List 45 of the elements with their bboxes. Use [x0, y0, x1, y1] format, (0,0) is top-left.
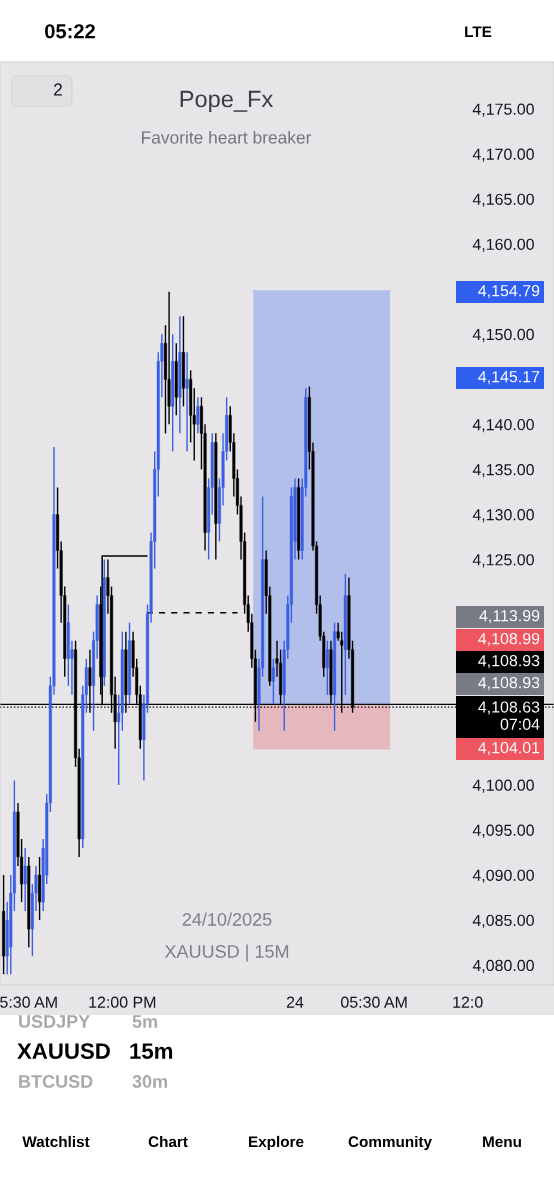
text: 15m	[130, 1043, 173, 1059]
annotation: 4,154.79	[478, 284, 540, 299]
annotation: 4,108.99	[478, 632, 540, 647]
annotation: 4,145.17	[478, 371, 540, 385]
text: Chart	[148, 1135, 188, 1148]
y-tick-label: 4,085.00	[472, 914, 534, 928]
text: 30m	[132, 1075, 168, 1088]
ref-line-label: 4,108.93	[478, 654, 540, 669]
annotation: 24/10/2025	[182, 912, 272, 926]
text: Favorite heart breaker	[142, 130, 312, 144]
y-tick-label: 4,170.00	[472, 148, 534, 162]
x-tick-label: 24	[286, 996, 304, 1008]
annotation: 4,104.01	[478, 741, 540, 756]
y-tick-label: 4,140.00	[472, 418, 534, 433]
text: XAUUSD	[17, 1043, 110, 1059]
text: Explore	[249, 1135, 304, 1151]
y-tick-label: 4,175.00	[472, 103, 534, 117]
ref-line-label: 4,108.63 07:04	[478, 701, 540, 730]
text: Community	[348, 1135, 432, 1151]
text: BTCUSD	[19, 1075, 93, 1088]
annotation: XAUUSD | 15M	[164, 944, 289, 962]
y-tick-label: 4,160.00	[472, 238, 534, 252]
x-tick-label: 12:00 PM	[89, 996, 156, 1008]
y-tick-label: 4,130.00	[472, 509, 534, 523]
y-tick-label: 4,080.00	[472, 959, 534, 973]
y-tick-label: 4,090.00	[472, 869, 534, 883]
annotation: 2	[54, 83, 62, 96]
text: Menu	[483, 1136, 521, 1148]
text: 5m	[132, 1015, 157, 1028]
x-tick-label: 5:30 AM	[0, 996, 57, 1008]
x-tick-label: 12:0	[453, 996, 483, 1008]
text: USDJPY	[19, 1015, 90, 1028]
x-tick-label: 05:30 AM	[341, 996, 407, 1008]
text: Pope_Fx	[180, 90, 273, 112]
annotation: 4,113.99	[479, 609, 540, 624]
y-tick-label: 4,095.00	[472, 824, 534, 838]
text: 05:22	[45, 24, 95, 39]
y-tick-label: 4,135.00	[472, 464, 534, 478]
y-tick-label: 4,100.00	[472, 779, 534, 793]
y-tick-label: 4,125.00	[472, 554, 534, 568]
y-tick-label: 4,165.00	[472, 193, 534, 207]
text: Watchlist	[22, 1135, 90, 1148]
y-tick-label: 4,150.00	[472, 328, 534, 343]
text: LTE	[465, 26, 492, 37]
annotation: 4,108.93	[478, 676, 540, 691]
